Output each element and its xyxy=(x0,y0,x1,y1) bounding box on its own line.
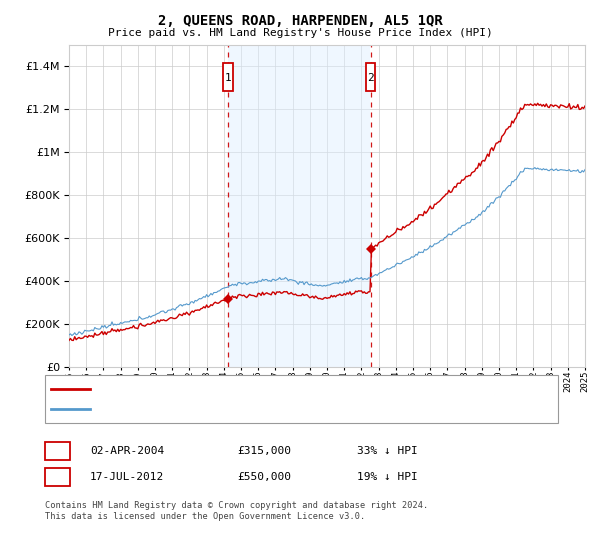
Text: 02-APR-2004: 02-APR-2004 xyxy=(90,446,164,456)
Text: 2, QUEENS ROAD, HARPENDEN, AL5 1QR: 2, QUEENS ROAD, HARPENDEN, AL5 1QR xyxy=(158,14,442,28)
Text: 17-JUL-2012: 17-JUL-2012 xyxy=(90,472,164,482)
Text: 1: 1 xyxy=(225,73,232,83)
Bar xyxy=(223,63,233,91)
Bar xyxy=(366,63,376,91)
Text: 2: 2 xyxy=(54,472,61,482)
Text: £315,000: £315,000 xyxy=(237,446,291,456)
Text: 1: 1 xyxy=(54,446,61,456)
Text: Contains HM Land Registry data © Crown copyright and database right 2024.
This d: Contains HM Land Registry data © Crown c… xyxy=(45,501,428,521)
Text: 2, QUEENS ROAD, HARPENDEN, AL5 1QR (detached house): 2, QUEENS ROAD, HARPENDEN, AL5 1QR (deta… xyxy=(96,384,402,394)
Text: HPI: Average price, detached house, St Albans: HPI: Average price, detached house, St A… xyxy=(96,404,366,414)
Text: 19% ↓ HPI: 19% ↓ HPI xyxy=(357,472,418,482)
Text: 2: 2 xyxy=(367,73,374,83)
Text: Price paid vs. HM Land Registry's House Price Index (HPI): Price paid vs. HM Land Registry's House … xyxy=(107,28,493,38)
Text: £550,000: £550,000 xyxy=(237,472,291,482)
Text: 33% ↓ HPI: 33% ↓ HPI xyxy=(357,446,418,456)
